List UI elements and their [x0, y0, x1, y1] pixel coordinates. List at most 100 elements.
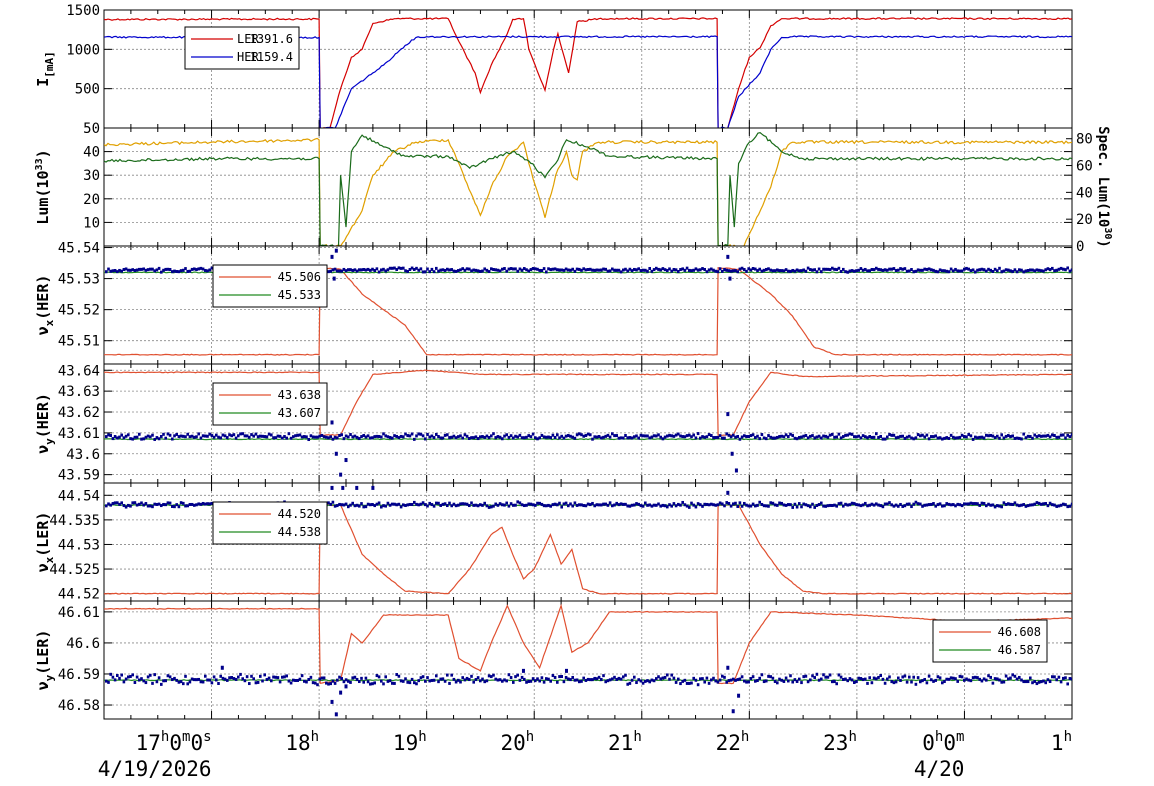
data-point — [382, 267, 385, 271]
data-point — [338, 675, 341, 679]
data-point — [344, 678, 348, 682]
data-point — [369, 503, 372, 507]
data-point — [193, 267, 196, 271]
data-point — [206, 678, 209, 682]
data-point — [586, 502, 590, 506]
y-tick-label: 20 — [83, 192, 100, 208]
data-point — [463, 502, 467, 506]
data-point — [908, 675, 911, 679]
data-point — [780, 269, 783, 273]
data-point — [644, 679, 647, 683]
data-point — [584, 268, 588, 272]
data-point — [413, 500, 416, 504]
data-point — [527, 434, 530, 438]
data-point — [804, 674, 808, 678]
data-point — [479, 435, 482, 439]
data-point — [144, 681, 148, 685]
data-point — [448, 268, 451, 272]
data-point — [659, 268, 662, 272]
data-point — [305, 435, 308, 439]
data-point — [892, 681, 896, 685]
data-point — [560, 268, 563, 272]
data-point — [756, 503, 759, 507]
data-point — [593, 435, 596, 439]
data-point — [366, 680, 370, 684]
data-point — [531, 503, 535, 507]
data-point — [905, 435, 909, 439]
data-point — [644, 268, 647, 272]
data-point — [965, 266, 968, 270]
data-point — [756, 269, 759, 273]
data-point — [118, 676, 121, 680]
data-point — [175, 432, 178, 436]
data-point — [842, 267, 845, 271]
data-point — [762, 268, 766, 272]
data-point — [529, 679, 533, 683]
data-point — [195, 268, 198, 272]
data-point — [833, 267, 836, 271]
data-point — [639, 433, 643, 437]
data-point — [1026, 680, 1030, 684]
data-point — [470, 436, 473, 440]
data-point — [1044, 502, 1047, 506]
data-point — [254, 681, 258, 685]
data-point — [377, 501, 381, 505]
data-point — [529, 435, 533, 439]
data-point — [490, 267, 493, 271]
data-point — [905, 269, 909, 273]
data-point-outlier — [726, 490, 730, 495]
data-point — [1020, 503, 1023, 507]
data-point — [263, 673, 266, 677]
series-line-specific-luminosity — [104, 132, 1072, 246]
legend-value: 1391.6 — [250, 32, 293, 46]
data-point — [353, 268, 357, 272]
data-point — [309, 675, 313, 679]
data-point — [714, 436, 717, 440]
data-point — [934, 269, 937, 273]
data-point — [1070, 268, 1072, 272]
data-point — [289, 436, 293, 440]
data-point — [685, 681, 689, 685]
data-point — [685, 266, 689, 270]
data-point — [347, 679, 350, 683]
data-point — [1064, 268, 1067, 272]
data-point — [351, 501, 354, 505]
data-point — [600, 268, 603, 272]
data-point — [888, 267, 891, 271]
data-point — [820, 677, 823, 681]
data-point — [1009, 269, 1012, 273]
data-point — [485, 504, 489, 508]
data-point — [782, 503, 786, 507]
data-point — [828, 503, 832, 507]
data-point — [452, 502, 456, 506]
data-point — [696, 683, 700, 687]
data-point — [182, 434, 185, 438]
data-point — [679, 682, 682, 686]
data-point — [982, 677, 986, 681]
data-point — [384, 675, 387, 679]
data-point — [773, 503, 777, 507]
data-point — [762, 504, 766, 508]
data-point — [800, 269, 803, 273]
data-point — [184, 267, 187, 271]
data-point — [701, 435, 704, 439]
data-point — [626, 436, 629, 440]
data-point — [138, 432, 141, 436]
data-point — [129, 437, 132, 441]
data-point — [417, 268, 420, 272]
data-point — [817, 267, 821, 271]
data-point — [142, 679, 145, 683]
data-point — [793, 269, 797, 273]
data-point — [223, 677, 227, 681]
data-point — [811, 434, 814, 438]
data-point — [498, 678, 502, 682]
data-point — [699, 268, 702, 272]
data-point — [1015, 503, 1019, 507]
data-point — [635, 434, 638, 438]
data-point — [707, 433, 711, 437]
data-point — [991, 270, 995, 274]
data-point — [560, 434, 563, 438]
data-point — [824, 267, 827, 271]
legend-label: LER — [237, 32, 259, 46]
data-point — [569, 268, 572, 272]
